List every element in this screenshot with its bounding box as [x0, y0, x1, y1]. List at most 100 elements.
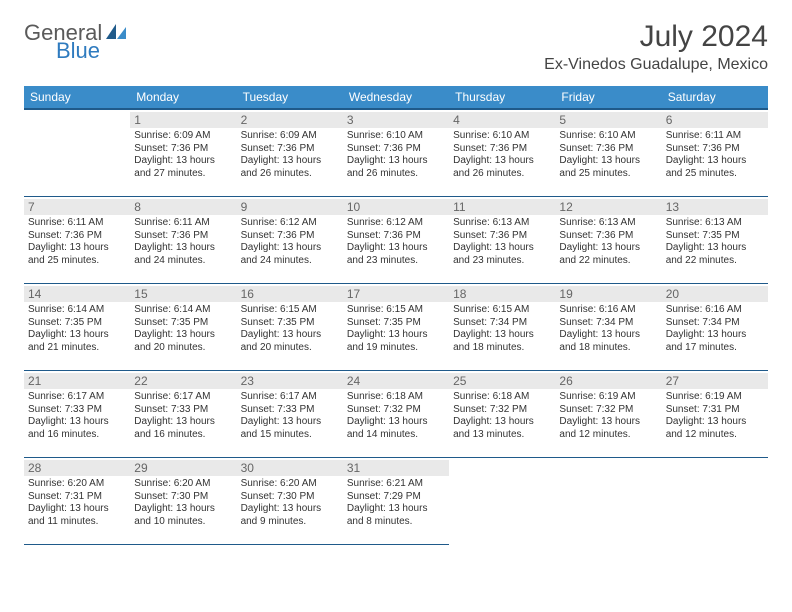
- day-details: Sunrise: 6:13 AMSunset: 7:36 PMDaylight:…: [453, 217, 551, 267]
- day-line: and 18 minutes.: [559, 342, 657, 355]
- day-line: Sunset: 7:35 PM: [241, 317, 339, 330]
- calendar-row: 14Sunrise: 6:14 AMSunset: 7:35 PMDayligh…: [24, 284, 768, 371]
- day-line: and 12 minutes.: [666, 429, 764, 442]
- day-number: 27: [662, 373, 768, 389]
- calendar-cell: 18 Sunrise: 6:15 AMSunset: 7:34 PMDayligh…: [449, 284, 555, 371]
- calendar-cell: 30Sunrise: 6:20 AMSunset: 7:30 PMDayligh…: [237, 458, 343, 545]
- title-block: July 2024 Ex-Vinedos Guadalupe, Mexico: [544, 20, 768, 74]
- day-details: Sunrise: 6:10 AMSunset: 7:36 PMDaylight:…: [347, 130, 445, 180]
- calendar-cell: 12Sunrise: 6:13 AMSunset: 7:36 PMDayligh…: [555, 197, 661, 284]
- day-line: Daylight: 13 hours: [666, 155, 764, 168]
- calendar-cell: 15Sunrise: 6:14 AMSunset: 7:35 PMDayligh…: [130, 284, 236, 371]
- day-header: Friday: [555, 86, 661, 109]
- day-number: 5: [555, 112, 661, 128]
- calendar-cell: 16Sunrise: 6:15 AMSunset: 7:35 PMDayligh…: [237, 284, 343, 371]
- calendar-cell: 4Sunrise: 6:10 AMSunset: 7:36 PMDaylight…: [449, 109, 555, 197]
- day-line: Daylight: 13 hours: [241, 503, 339, 516]
- day-line: and 17 minutes.: [666, 342, 764, 355]
- day-line: Sunrise: 6:09 AM: [241, 130, 339, 143]
- day-line: Daylight: 13 hours: [347, 155, 445, 168]
- day-number: 26: [555, 373, 661, 389]
- day-line: Sunrise: 6:14 AM: [134, 304, 232, 317]
- calendar-cell: 25Sunrise: 6:18 AMSunset: 7:32 PMDayligh…: [449, 371, 555, 458]
- day-line: Sunrise: 6:16 AM: [666, 304, 764, 317]
- day-number: 17: [343, 286, 449, 302]
- day-details: Sunrise: 6:18 AMSunset: 7:32 PMDaylight:…: [347, 391, 445, 441]
- day-details: Sunrise: 6:11 AMSunset: 7:36 PMDaylight:…: [28, 217, 126, 267]
- day-number: 23: [237, 373, 343, 389]
- day-number: 3: [343, 112, 449, 128]
- calendar-cell: 17Sunrise: 6:15 AMSunset: 7:35 PMDayligh…: [343, 284, 449, 371]
- day-line: Sunrise: 6:18 AM: [347, 391, 445, 404]
- calendar-cell: 10Sunrise: 6:12 AMSunset: 7:36 PMDayligh…: [343, 197, 449, 284]
- day-line: and 20 minutes.: [241, 342, 339, 355]
- day-line: Daylight: 13 hours: [453, 155, 551, 168]
- calendar-cell: 24Sunrise: 6:18 AMSunset: 7:32 PMDayligh…: [343, 371, 449, 458]
- day-details: Sunrise: 6:17 AMSunset: 7:33 PMDaylight:…: [241, 391, 339, 441]
- day-line: Sunset: 7:31 PM: [666, 404, 764, 417]
- day-details: Sunrise: 6:20 AMSunset: 7:30 PMDaylight:…: [134, 478, 232, 528]
- calendar-cell: 28 Sunrise: 6:20 AMSunset: 7:31 PMDayligh…: [24, 458, 130, 545]
- calendar-body: 1Sunrise: 6:09 AMSunset: 7:36 PMDaylight…: [24, 109, 768, 545]
- day-number: 15: [130, 286, 236, 302]
- day-line: Daylight: 13 hours: [347, 242, 445, 255]
- day-details: Sunrise: 6:11 AMSunset: 7:36 PMDaylight:…: [666, 130, 764, 180]
- day-line: Sunset: 7:32 PM: [559, 404, 657, 417]
- day-line: Daylight: 13 hours: [134, 329, 232, 342]
- day-details: Sunrise: 6:21 AMSunset: 7:29 PMDaylight:…: [347, 478, 445, 528]
- day-details: Sunrise: 6:10 AMSunset: 7:36 PMDaylight:…: [453, 130, 551, 180]
- day-line: Daylight: 13 hours: [347, 503, 445, 516]
- day-line: Sunrise: 6:14 AM: [28, 304, 126, 317]
- calendar-table: Sunday Monday Tuesday Wednesday Thursday…: [24, 86, 768, 545]
- day-line: Sunrise: 6:11 AM: [134, 217, 232, 230]
- calendar-cell: 3 Sunrise: 6:10 AMSunset: 7:36 PMDaylight…: [343, 109, 449, 197]
- day-line: and 25 minutes.: [28, 255, 126, 268]
- day-line: Sunrise: 6:19 AM: [559, 391, 657, 404]
- day-line: and 23 minutes.: [453, 255, 551, 268]
- day-line: Sunrise: 6:11 AM: [28, 217, 126, 230]
- calendar-cell: 26 Sunrise: 6:19 AMSunset: 7:32 PMDayligh…: [555, 371, 661, 458]
- day-line: Sunrise: 6:20 AM: [134, 478, 232, 491]
- day-number: 22: [130, 373, 236, 389]
- day-details: Sunrise: 6:12 AMSunset: 7:36 PMDaylight:…: [347, 217, 445, 267]
- day-line: Sunset: 7:31 PM: [28, 491, 126, 504]
- calendar-cell: 1Sunrise: 6:09 AMSunset: 7:36 PMDaylight…: [130, 109, 236, 197]
- day-number: 18: [449, 286, 555, 302]
- day-line: Sunset: 7:35 PM: [28, 317, 126, 330]
- day-line: and 25 minutes.: [559, 168, 657, 181]
- day-line: and 16 minutes.: [28, 429, 126, 442]
- day-line: Daylight: 13 hours: [453, 242, 551, 255]
- day-line: Daylight: 13 hours: [347, 416, 445, 429]
- day-line: Sunset: 7:36 PM: [241, 230, 339, 243]
- day-line: Sunrise: 6:10 AM: [347, 130, 445, 143]
- day-number: 9: [237, 199, 343, 215]
- day-number: 28: [24, 460, 130, 476]
- day-line: Sunrise: 6:13 AM: [666, 217, 764, 230]
- day-number: 16: [237, 286, 343, 302]
- day-details: Sunrise: 6:13 AMSunset: 7:36 PMDaylight:…: [559, 217, 657, 267]
- calendar-cell: 23 Sunrise: 6:17 AMSunset: 7:33 PMDayligh…: [237, 371, 343, 458]
- month-title: July 2024: [544, 20, 768, 54]
- day-line: Daylight: 13 hours: [453, 416, 551, 429]
- day-number: 7: [24, 199, 130, 215]
- day-line: Daylight: 13 hours: [347, 329, 445, 342]
- day-details: Sunrise: 6:19 AMSunset: 7:32 PMDaylight:…: [559, 391, 657, 441]
- day-details: Sunrise: 6:15 AMSunset: 7:34 PMDaylight:…: [453, 304, 551, 354]
- day-details: Sunrise: 6:09 AMSunset: 7:36 PMDaylight:…: [241, 130, 339, 180]
- day-line: Sunrise: 6:15 AM: [241, 304, 339, 317]
- calendar-row: 7Sunrise: 6:11 AMSunset: 7:36 PMDaylight…: [24, 197, 768, 284]
- day-details: Sunrise: 6:13 AMSunset: 7:35 PMDaylight:…: [666, 217, 764, 267]
- day-number: 20: [662, 286, 768, 302]
- logo-sail-icon: [106, 22, 128, 45]
- day-line: Daylight: 13 hours: [666, 242, 764, 255]
- day-line: and 26 minutes.: [347, 168, 445, 181]
- day-details: Sunrise: 6:20 AMSunset: 7:31 PMDaylight:…: [28, 478, 126, 528]
- day-line: Daylight: 13 hours: [134, 416, 232, 429]
- day-line: Sunset: 7:34 PM: [453, 317, 551, 330]
- day-line: Sunset: 7:34 PM: [559, 317, 657, 330]
- day-number: 19: [555, 286, 661, 302]
- day-details: Sunrise: 6:17 AMSunset: 7:33 PMDaylight:…: [134, 391, 232, 441]
- day-header: Wednesday: [343, 86, 449, 109]
- day-line: Sunrise: 6:17 AM: [134, 391, 232, 404]
- day-details: Sunrise: 6:19 AMSunset: 7:31 PMDaylight:…: [666, 391, 764, 441]
